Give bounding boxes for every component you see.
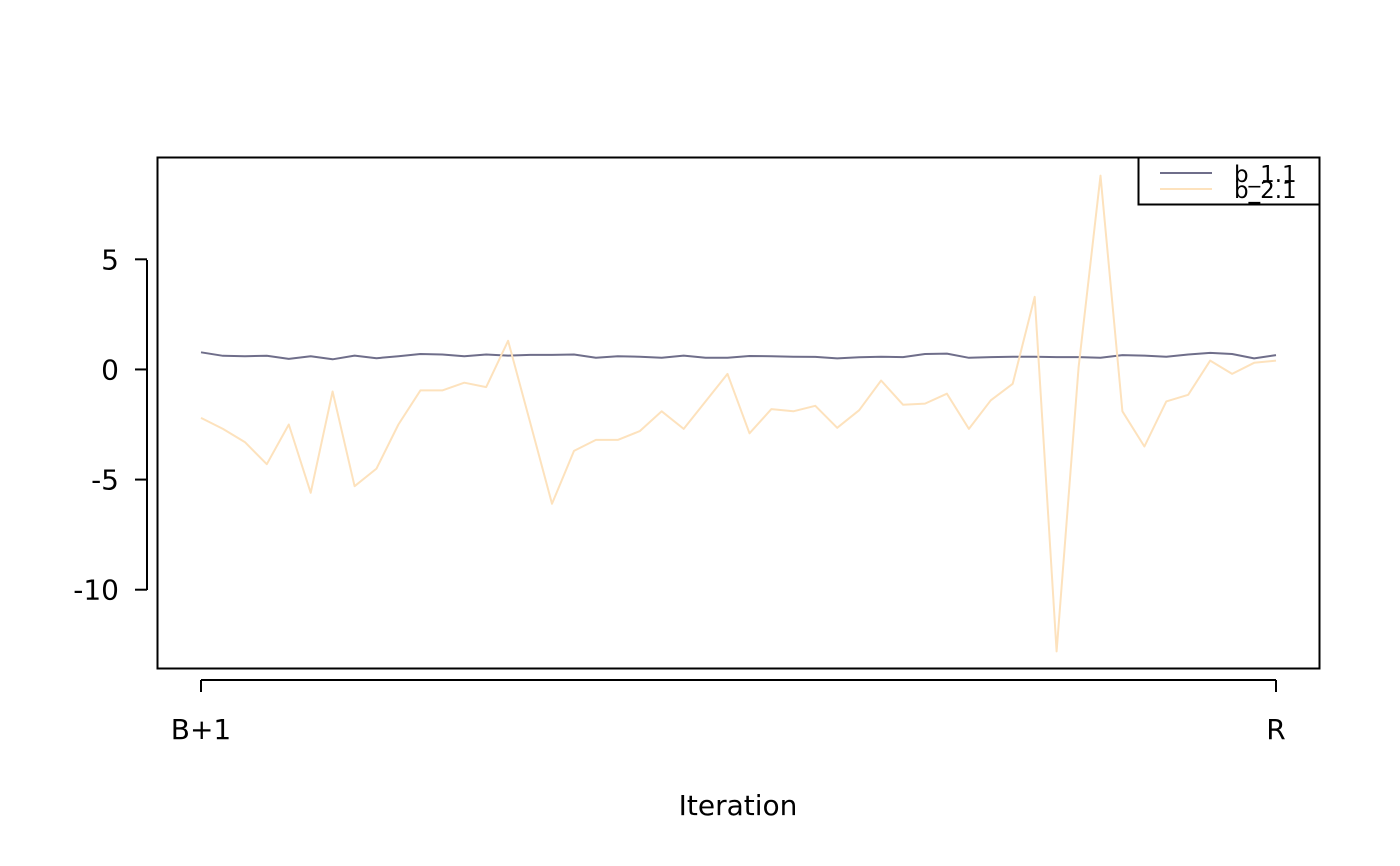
y-tick-label: -10	[73, 574, 119, 607]
x-axis-ticks: B+1 R	[171, 680, 1286, 746]
series-layer	[200, 174, 1277, 653]
x-axis-label: Iteration	[679, 789, 798, 822]
series-line-b-1-1	[200, 351, 1277, 361]
series-line-b-2-1	[200, 174, 1277, 653]
y-tick-label: -5	[91, 464, 119, 497]
x-tick-label: B+1	[171, 713, 231, 746]
legend-box	[1137, 156, 1321, 206]
legend-label-b-2-1: b_2.1	[1234, 178, 1297, 204]
y-axis-ticks: 5 0 -5 -10	[73, 243, 147, 607]
plot-frame	[156, 156, 1321, 670]
legend: b_1.1 b_2.1	[1137, 156, 1321, 206]
y-tick-label: 0	[101, 353, 119, 386]
y-tick-label: 5	[101, 243, 119, 276]
x-tick-label: R	[1266, 713, 1285, 746]
legend-label-b-1-1: b_1.1	[1234, 162, 1297, 188]
